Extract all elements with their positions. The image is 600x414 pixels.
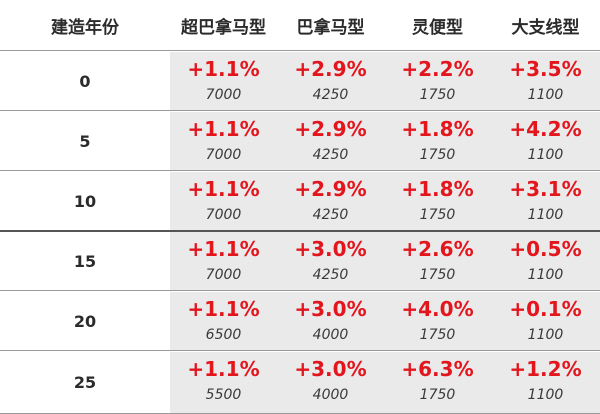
header-build-year: 建造年份 [51, 17, 119, 38]
ship-size-value: 4250 [312, 147, 349, 163]
ship-size-value: 7000 [205, 87, 242, 103]
ship-size-value: 1750 [419, 387, 456, 403]
ship-size-value: 1750 [419, 327, 456, 343]
value-cell-feedermax: +4.2% 1100 [491, 112, 600, 170]
value-cell-post-panamax: +1.1% 7000 [170, 172, 277, 230]
value-cell-handy: +1.8% 1750 [384, 112, 491, 170]
value-cell-handy: +4.0% 1750 [384, 292, 491, 350]
ship-size-value: 1750 [419, 87, 456, 103]
change-percent: +3.0% [294, 297, 367, 321]
table-row: 10 +1.1% 7000 +2.9% 4250 +1.8% 1750 +3.1% 1100 [0, 172, 600, 232]
value-cell-handy: +2.2% 1750 [384, 52, 491, 110]
table-row: 25 +1.1% 5500 +3.0% 4000 +6.3% 1750 +1.2% 1100 [0, 352, 600, 414]
change-percent: +3.0% [294, 357, 367, 381]
ship-size-value: 1100 [527, 387, 564, 403]
build-year-cell: 0 [0, 52, 170, 110]
build-year-cell: 5 [0, 112, 170, 170]
value-cell-handy: +1.8% 1750 [384, 172, 491, 230]
table-row: 0 +1.1% 7000 +2.9% 4250 +2.2% 1750 +3.5% 1100 [0, 52, 600, 111]
change-percent: +1.8% [401, 177, 474, 201]
value-cell-panamax: +2.9% 4250 [277, 172, 384, 230]
change-percent: +1.8% [401, 117, 474, 141]
change-percent: +3.0% [294, 237, 367, 261]
value-cell-post-panamax: +1.1% 5500 [170, 352, 277, 413]
ship-size-value: 7000 [205, 267, 242, 283]
header-feedermax: 大支线型 [511, 17, 580, 38]
change-percent: +2.9% [294, 57, 367, 81]
change-percent: +1.1% [187, 237, 260, 261]
change-percent: +1.1% [187, 297, 260, 321]
value-cell-handy: +2.6% 1750 [384, 232, 491, 290]
change-percent: +1.1% [187, 117, 260, 141]
build-year-cell: 20 [0, 292, 170, 350]
ship-size-value: 4250 [312, 207, 349, 223]
change-percent: +6.3% [401, 357, 474, 381]
change-percent: +3.1% [509, 177, 582, 201]
change-percent: +1.1% [187, 177, 260, 201]
ship-size-value: 1100 [527, 207, 564, 223]
ship-size-value: 4000 [312, 327, 349, 343]
change-percent: +1.1% [187, 57, 260, 81]
ship-size-value: 7000 [205, 207, 242, 223]
value-cell-post-panamax: +1.1% 6500 [170, 292, 277, 350]
value-cell-handy: +6.3% 1750 [384, 352, 491, 413]
change-percent: +3.5% [509, 57, 582, 81]
ship-size-value: 1100 [527, 147, 564, 163]
header-post-panamax: 超巴拿马型 [181, 17, 266, 38]
change-percent: +1.1% [187, 357, 260, 381]
ship-size-value: 1100 [527, 87, 564, 103]
header-handy: 灵便型 [412, 17, 463, 38]
value-cell-post-panamax: +1.1% 7000 [170, 112, 277, 170]
build-year-cell: 25 [0, 352, 170, 413]
ship-size-value: 7000 [205, 147, 242, 163]
value-cell-panamax: +3.0% 4000 [277, 292, 384, 350]
change-percent: +2.6% [401, 237, 474, 261]
ship-size-value: 4250 [312, 87, 349, 103]
ship-size-value: 6500 [205, 327, 242, 343]
value-cell-feedermax: +1.2% 1100 [491, 352, 600, 413]
ship-size-value: 5500 [205, 387, 242, 403]
value-cell-panamax: +2.9% 4250 [277, 112, 384, 170]
value-cell-post-panamax: +1.1% 7000 [170, 52, 277, 110]
header-panamax: 巴拿马型 [296, 17, 365, 38]
change-percent: +2.9% [294, 177, 367, 201]
ship-size-value: 4000 [312, 387, 349, 403]
value-cell-feedermax: +0.1% 1100 [491, 292, 600, 350]
change-percent: +2.2% [401, 57, 474, 81]
change-percent: +0.1% [509, 297, 582, 321]
change-percent: +1.2% [509, 357, 582, 381]
table-header: 建造年份 超巴拿马型 巴拿马型 灵便型 大支线型 [0, 0, 600, 51]
table-row: 15 +1.1% 7000 +3.0% 4250 +2.6% 1750 +0.5% 1100 [0, 232, 600, 291]
ship-size-value: 1100 [527, 327, 564, 343]
table-row: 5 +1.1% 7000 +2.9% 4250 +1.8% 1750 +4.2% 1100 [0, 112, 600, 171]
change-percent: +4.2% [509, 117, 582, 141]
change-percent: +4.0% [401, 297, 474, 321]
value-cell-feedermax: +3.1% 1100 [491, 172, 600, 230]
ship-size-value: 1100 [527, 267, 564, 283]
value-cell-post-panamax: +1.1% 7000 [170, 232, 277, 290]
change-percent: +0.5% [509, 237, 582, 261]
change-percent: +2.9% [294, 117, 367, 141]
build-year-cell: 10 [0, 172, 170, 230]
ship-size-value: 1750 [419, 207, 456, 223]
value-cell-panamax: +3.0% 4000 [277, 352, 384, 413]
ship-size-value: 1750 [419, 147, 456, 163]
value-cell-panamax: +3.0% 4250 [277, 232, 384, 290]
build-year-cell: 15 [0, 232, 170, 290]
value-cell-panamax: +2.9% 4250 [277, 52, 384, 110]
value-cell-feedermax: +0.5% 1100 [491, 232, 600, 290]
table-row: 20 +1.1% 6500 +3.0% 4000 +4.0% 1750 +0.1% 1100 [0, 292, 600, 351]
ship-size-value: 1750 [419, 267, 456, 283]
value-cell-feedermax: +3.5% 1100 [491, 52, 600, 110]
ship-size-value: 4250 [312, 267, 349, 283]
